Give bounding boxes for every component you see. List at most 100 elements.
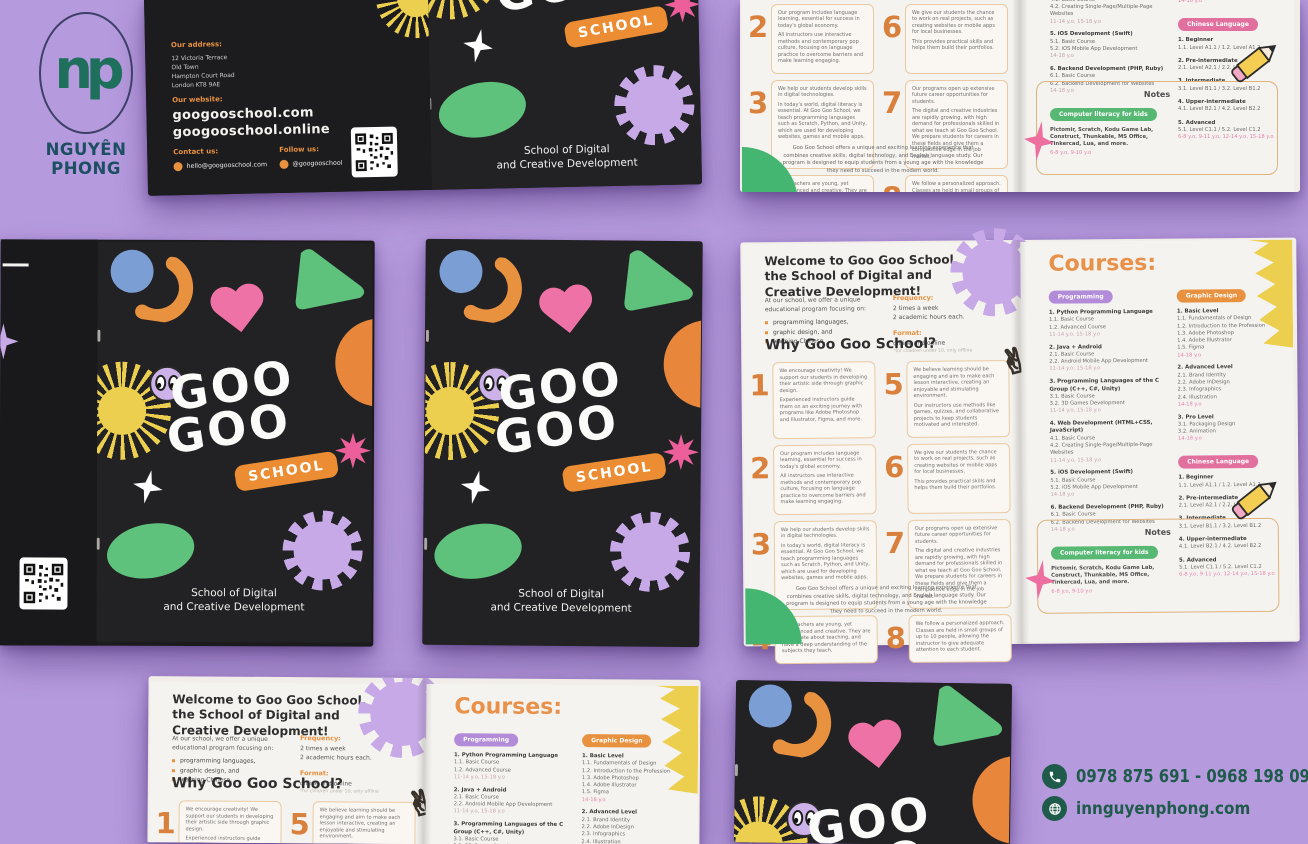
orange-circle-shape [971, 755, 1012, 844]
courses-page: Courses: Programming 1. Python Programmi… [1022, 0, 1294, 192]
website-label: Our website: [172, 95, 223, 105]
bottom-inner-spread: Welcome to Goo Goo School, the School of… [147, 676, 701, 844]
yellow-sun-shape [375, 0, 433, 39]
computer-kids-text: Pictomir, Scratch, Kodu Game Lab, Constr… [1050, 126, 1154, 148]
globe-icon [1042, 796, 1067, 821]
welcome-page: Welcome to Goo Goo School, the School of… [147, 676, 447, 844]
orange-arc-shape [772, 691, 832, 759]
eye-left [155, 374, 167, 391]
follow-label: Follow us: [279, 145, 320, 155]
middle-left-cover-crop: GOO GOO SCHOOL School of Digital and Crea… [96, 240, 374, 647]
reason-2: 2 Our program includes language learning,… [750, 443, 877, 515]
chinese-language-pill: Chinese Language [1178, 455, 1259, 469]
why-title: Why Goo Goo School? [171, 775, 344, 793]
reason-1: 1 We encourage creativity! We support our… [749, 361, 876, 439]
contact-footer: 0978 875 691 - 0968 198 093 innguyenphon… [1042, 764, 1308, 828]
graphic-design-pill: Graphic Design [1176, 289, 1247, 303]
orange-circle-shape [335, 318, 373, 407]
orange-circle-shape [663, 319, 702, 409]
middle-left-spread: GOO GOO SCHOOL School of Digital and Crea… [0, 239, 375, 647]
qr-code [22, 562, 65, 605]
chinese-language-pill: Chinese Language [1178, 18, 1258, 32]
qr-code-block [19, 557, 68, 610]
reason-6: 6 We give our students the chance to work… [882, 3, 1008, 74]
cover-tagline: School of Digital and Creative Developmen… [496, 143, 638, 172]
spread-spine [1012, 0, 1028, 192]
notes-box: Notes [1036, 517, 1280, 614]
social-icon [279, 159, 289, 170]
notes-box: Notes [1036, 81, 1278, 175]
why-title: Why Goo Goo School? [765, 335, 937, 354]
courses-title: Courses: [454, 694, 563, 720]
goo-goo-wordmark: GOO GOO [163, 349, 299, 466]
green-triangle-shape [624, 250, 693, 311]
welcome-footer: Goo Goo School offers a unique and excit… [782, 145, 984, 174]
reason-8: 8We follow a personalized approach. Clas… [882, 175, 1008, 192]
middle-center-cover: GOO GOO SCHOOL School of Digital and Crea… [422, 238, 703, 648]
white-sparkle-shape [460, 26, 496, 65]
orange-arc-shape [135, 256, 194, 324]
welcome-intro: At our school, we offer a unique educati… [172, 735, 274, 752]
green-ellipse-shape [102, 516, 199, 585]
notes-label: Notes [1143, 90, 1171, 99]
eye-left [792, 809, 804, 827]
white-sparkle-shape [130, 467, 167, 507]
goo-goo-wordmark: GOO GOO [800, 785, 936, 844]
website-urls: googooschool.com googooschool.online [172, 105, 331, 141]
phone-row: 0978 875 691 - 0968 198 093 [1042, 764, 1308, 789]
brand-logo: np NGUYÊN PHONG [22, 12, 150, 178]
cover-tagline: School of Digital and Creative Developmen… [490, 587, 632, 615]
reasons-grid: 1We encourage creativity! We support our… [748, 0, 1008, 192]
courses-left-column: Programming 1. Python Programming Langua… [1050, 0, 1170, 157]
reason-3: 3 We help our students develop skills in … [748, 79, 874, 169]
contact-label: Contact us: [173, 147, 219, 157]
brochure-back-cover: Our address: 12 Victoria Terrace Old Town… [143, 0, 433, 196]
pink-heart-shape [844, 719, 908, 776]
purple-starburst-shape [609, 511, 691, 593]
school-badge: SCHOOL [233, 450, 340, 493]
pink-starburst-shape [663, 434, 699, 470]
white-sparkle-shape [457, 467, 494, 507]
reason-7: 7 Our programs open up extensive future c… [882, 79, 1008, 169]
green-ellipse-shape [430, 517, 526, 586]
staple [96, 537, 100, 550]
email-icon [173, 162, 183, 172]
purple-starburst-shape [613, 64, 696, 146]
purple-sparkle-shape [0, 323, 18, 359]
white-dash-shape [2, 263, 29, 267]
purple-starburst-shape [282, 510, 363, 591]
pink-starburst-shape [664, 0, 701, 23]
eye-left [483, 375, 495, 392]
logo-monogram: np [54, 38, 124, 101]
top-spread-covers: Our address: 12 Victoria Terrace Old Town… [143, 0, 703, 196]
staple [424, 537, 428, 550]
follow-row: @googooschool [279, 159, 342, 170]
pencil-sticker [1231, 45, 1277, 83]
pencil-sticker [1231, 481, 1277, 520]
welcome-intro: At our school, we offer a unique educati… [764, 296, 867, 314]
green-ellipse-shape [434, 74, 531, 145]
reason-5: 5 We believe learning should be engaging … [883, 360, 1010, 438]
pink-heart-shape [535, 283, 599, 340]
school-badge: SCHOOL [563, 5, 670, 49]
school-badge: SCHOOL [561, 451, 667, 493]
reason-2: 2 Our program includes language learning,… [748, 3, 874, 74]
top-inner-spread: Welcome to Goo Goo School, the School of… [740, 0, 1300, 192]
phone-numbers: 0978 875 691 - 0968 198 093 [1076, 766, 1308, 787]
staple [425, 329, 429, 342]
welcome-footer: Goo Goo School offers a unique and excit… [786, 584, 987, 615]
spread-spine [415, 677, 433, 844]
courses-page: Courses: Programming 1. Python Programmi… [423, 684, 699, 844]
staple [734, 764, 738, 777]
welcome-page: Welcome to Goo Goo School, the School of… [742, 0, 1014, 192]
contact-row: hello@googooschool.com [173, 160, 267, 172]
courses-title: Courses: [1048, 250, 1157, 277]
